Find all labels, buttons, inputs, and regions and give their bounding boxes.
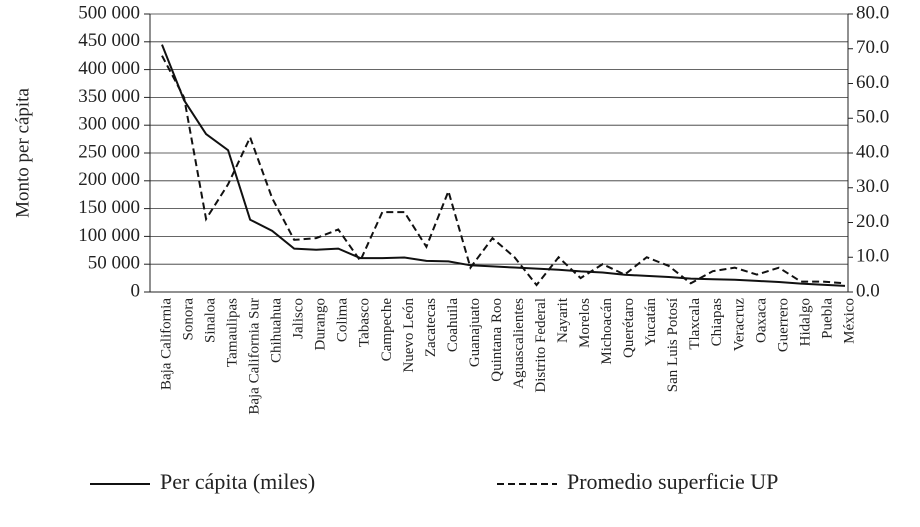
x-tick-label: Distrito Federal	[533, 298, 549, 393]
legend-label: Promedio superficie UP	[567, 469, 778, 494]
x-tick-label: Nayarit	[555, 297, 571, 343]
x-tick-label: Quintana Roo	[489, 298, 505, 382]
x-tick-label: Jalisco	[291, 298, 307, 339]
y-axis-label: Monto per cápita	[12, 88, 33, 218]
y2-tick-label: 50.0	[856, 107, 889, 128]
y2-tick-label: 10.0	[856, 246, 889, 267]
y-tick-label: 150 000	[78, 197, 140, 218]
y2-tick-label: 70.0	[856, 37, 889, 58]
x-tick-label: Guerrero	[775, 298, 791, 352]
x-tick-label: Morelos	[577, 298, 593, 348]
y-tick-label: 100 000	[78, 225, 140, 246]
x-tick-label: Aguascalientes	[511, 298, 527, 389]
y2-tick-label: 0.0	[856, 280, 880, 301]
y2-tick-label: 30.0	[856, 176, 889, 197]
x-tick-label: Sonora	[180, 298, 196, 341]
x-tick-label: Querétaro	[621, 298, 637, 358]
x-tick-label: Zacatecas	[423, 298, 439, 357]
x-tick-label: Baja California	[158, 298, 174, 390]
y-tick-label: 250 000	[78, 141, 140, 162]
x-tick-label: Tabasco	[357, 298, 373, 347]
x-tick-label: México	[841, 298, 857, 344]
x-tick-label: Nuevo León	[401, 298, 417, 373]
x-tick-label: Colima	[335, 298, 351, 343]
x-tick-label: Hidalgo	[797, 298, 813, 346]
x-tick-label: Baja California Sur	[247, 298, 263, 415]
legend-label: Per cápita (miles)	[160, 469, 315, 494]
y-tick-label: 200 000	[78, 169, 140, 190]
x-tick-label: Tamaulipas	[225, 298, 241, 367]
y-tick-label: 300 000	[78, 114, 140, 135]
y2-tick-label: 80.0	[856, 2, 889, 23]
x-tick-label: Puebla	[819, 298, 835, 339]
x-tick-label: Chiapas	[709, 298, 725, 346]
x-tick-label: San Luis Potosí	[665, 298, 681, 392]
x-tick-label: Oaxaca	[753, 298, 769, 343]
series-line	[161, 44, 846, 287]
y-tick-label: 0	[131, 280, 141, 301]
x-tick-label: Chihuahua	[269, 298, 285, 363]
y-tick-label: 50 000	[88, 253, 140, 274]
x-tick-label: Coahuila	[445, 298, 461, 352]
y-tick-label: 450 000	[78, 30, 140, 51]
x-tick-label: Veracruz	[731, 298, 747, 352]
y-tick-label: 400 000	[78, 58, 140, 79]
y2-tick-label: 20.0	[856, 211, 889, 232]
x-tick-label: Sinaloa	[203, 298, 219, 343]
y2-tick-label: 60.0	[856, 72, 889, 93]
x-tick-label: Yucatán	[643, 298, 659, 347]
y2-tick-label: 40.0	[856, 141, 889, 162]
x-tick-label: Durango	[313, 298, 329, 351]
y-tick-label: 500 000	[78, 2, 140, 23]
x-tick-label: Guanajuato	[467, 298, 483, 367]
x-tick-label: Michoacán	[599, 298, 615, 365]
y-tick-label: 350 000	[78, 86, 140, 107]
series-line	[161, 55, 846, 287]
x-tick-label: Campeche	[379, 298, 395, 362]
x-tick-label: Tlaxcala	[687, 298, 703, 350]
